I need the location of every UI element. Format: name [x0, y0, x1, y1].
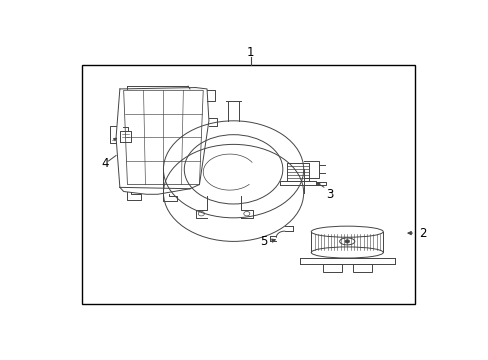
Circle shape: [344, 240, 349, 243]
Ellipse shape: [339, 238, 354, 245]
Text: 2: 2: [418, 226, 426, 240]
Text: 5: 5: [260, 235, 267, 248]
Bar: [82, 66, 415, 304]
Text: 4: 4: [101, 157, 108, 170]
Text: 3: 3: [326, 188, 333, 201]
Text: 1: 1: [246, 46, 254, 59]
Bar: [322, 264, 341, 272]
Bar: [352, 264, 371, 272]
